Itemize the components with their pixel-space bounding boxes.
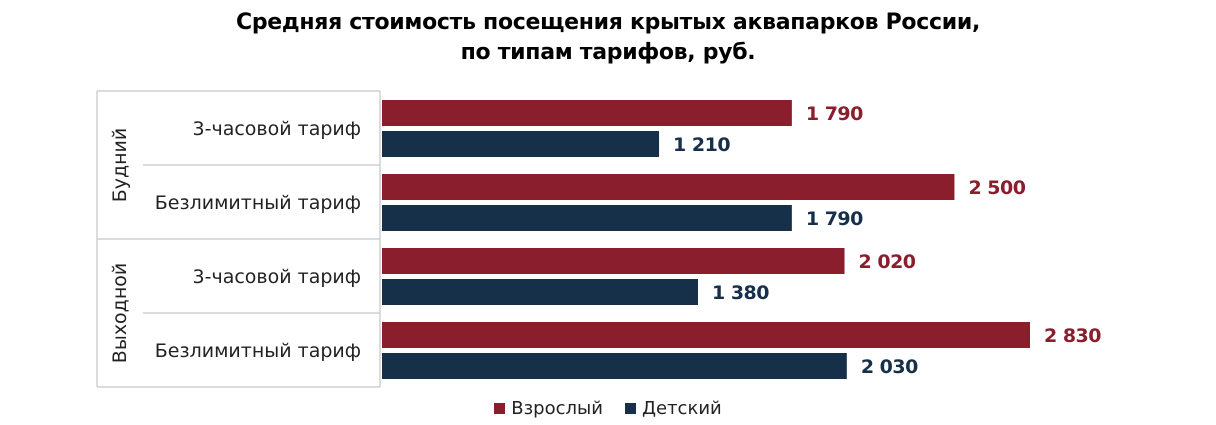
- bar-child: [382, 205, 792, 231]
- bar-child: [382, 279, 698, 305]
- chart-title-line-1: Средняя стоимость посещения крытых аквап…: [235, 10, 981, 35]
- legend-item-adult: Взрослый: [494, 398, 603, 419]
- category-label: Безлимитный тариф: [155, 192, 361, 214]
- legend-label-adult: Взрослый: [511, 398, 603, 419]
- data-label: 1 380: [712, 282, 769, 304]
- legend: Взрослый Детский: [0, 398, 1216, 419]
- data-label: 1 210: [673, 134, 730, 156]
- category-label: 3-часовой тариф: [193, 118, 361, 140]
- data-label: 2 500: [968, 177, 1025, 199]
- data-label: 2 030: [861, 356, 918, 378]
- legend-swatch-adult: [494, 403, 506, 414]
- bar-child: [382, 353, 847, 379]
- bar-chart: 3-часовой тариф 1 790 1 210 Безлимитный тар…: [96, 90, 1102, 388]
- group-label: Выходной: [109, 263, 131, 363]
- data-label: 2 830: [1044, 325, 1101, 347]
- bar-adult: [382, 248, 845, 274]
- legend-item-child: Детский: [624, 398, 722, 419]
- legend-label-child: Детский: [641, 398, 722, 419]
- legend-swatch-child: [624, 403, 636, 414]
- category-label: 3-часовой тариф: [193, 266, 361, 288]
- bar-adult: [382, 100, 792, 126]
- category-label: Безлимитный тариф: [155, 340, 361, 362]
- bar-adult: [382, 322, 1030, 348]
- data-label: 1 790: [806, 208, 863, 230]
- bar-adult: [382, 174, 955, 200]
- bar-child: [382, 131, 660, 157]
- group-label: Будний: [109, 128, 131, 203]
- data-label: 2 020: [859, 251, 916, 273]
- chart-title-line-2: по типам тарифов, руб.: [460, 40, 756, 65]
- data-label: 1 790: [806, 103, 863, 125]
